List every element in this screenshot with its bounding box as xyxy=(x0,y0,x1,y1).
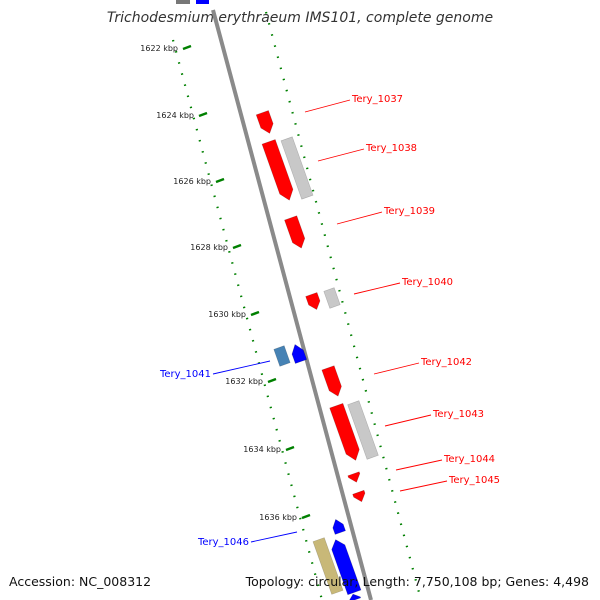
tick-mark xyxy=(182,44,192,51)
leader-line xyxy=(353,282,401,295)
gene-label: Tery_1040 xyxy=(401,277,453,288)
gene-arrow xyxy=(329,402,360,461)
leader-line xyxy=(399,480,448,492)
gene-arrow xyxy=(321,365,342,397)
gene-arrow xyxy=(255,110,274,134)
gene-label: Tery_1046 xyxy=(197,537,249,548)
gene-arrow xyxy=(273,345,291,367)
gene-label: Tery_1041 xyxy=(159,369,211,380)
gene-label: Tery_1042 xyxy=(420,357,472,368)
tick-label: 1630 kbp xyxy=(208,310,246,319)
inner-tick-track xyxy=(171,39,324,600)
gene-label: Tery_1044 xyxy=(443,454,495,465)
gene-arrow xyxy=(261,139,294,201)
tick-mark xyxy=(198,111,208,118)
tick-label: 1628 kbp xyxy=(190,243,228,252)
gene-label: Tery_1045 xyxy=(448,475,500,486)
leader-line xyxy=(384,414,432,427)
gene-arrow xyxy=(291,344,308,364)
tick-mark xyxy=(285,445,295,452)
gene-arrow xyxy=(176,0,190,4)
backbone-line xyxy=(211,9,373,600)
outer-tick-track xyxy=(264,11,423,600)
tick-label: 1622 kbp xyxy=(140,44,178,53)
gene-arrow xyxy=(280,136,314,200)
gene-arrow xyxy=(305,292,321,310)
gene-arrow xyxy=(349,593,362,600)
accession-label: Accession: NC_008312 xyxy=(9,574,152,589)
gene-arrow xyxy=(284,215,306,249)
gene-label: Tery_1039 xyxy=(383,206,435,217)
gene-arrow xyxy=(331,539,362,596)
gene-label: Tery_1037 xyxy=(351,94,403,105)
tick-label: 1624 kbp xyxy=(156,111,194,120)
tick-mark xyxy=(301,513,311,520)
gene-arrow xyxy=(332,518,346,535)
gene-arrow xyxy=(312,537,344,595)
tick-label: 1634 kbp xyxy=(243,445,281,454)
gene-arrow xyxy=(323,287,341,309)
tick-label: 1626 kbp xyxy=(173,177,211,186)
gene-arrow xyxy=(347,400,379,460)
tick-mark xyxy=(215,177,225,184)
tick-label: 1636 kbp xyxy=(259,513,297,522)
gene-arrow xyxy=(347,471,361,483)
tick-label: 1632 kbp xyxy=(225,377,263,386)
map-title: Trichodesmium erythraeum IMS101, complet… xyxy=(106,10,494,26)
gene-label: Tery_1038 xyxy=(365,143,417,154)
leader-line xyxy=(336,211,383,225)
leader-line xyxy=(317,148,365,162)
leader-line xyxy=(250,531,298,543)
gene-label: Tery_1043 xyxy=(432,409,484,420)
gene-arrow xyxy=(352,489,366,503)
leader-line xyxy=(373,362,420,375)
tick-mark xyxy=(250,310,260,317)
leader-line xyxy=(212,360,271,375)
tick-mark xyxy=(232,243,242,250)
genome-summary: Topology: circular; Length: 7,750,108 bp… xyxy=(245,574,589,589)
tick-mark xyxy=(267,377,277,384)
leader-line xyxy=(395,459,443,471)
leader-line xyxy=(304,99,351,113)
gene-arrow xyxy=(196,0,209,4)
